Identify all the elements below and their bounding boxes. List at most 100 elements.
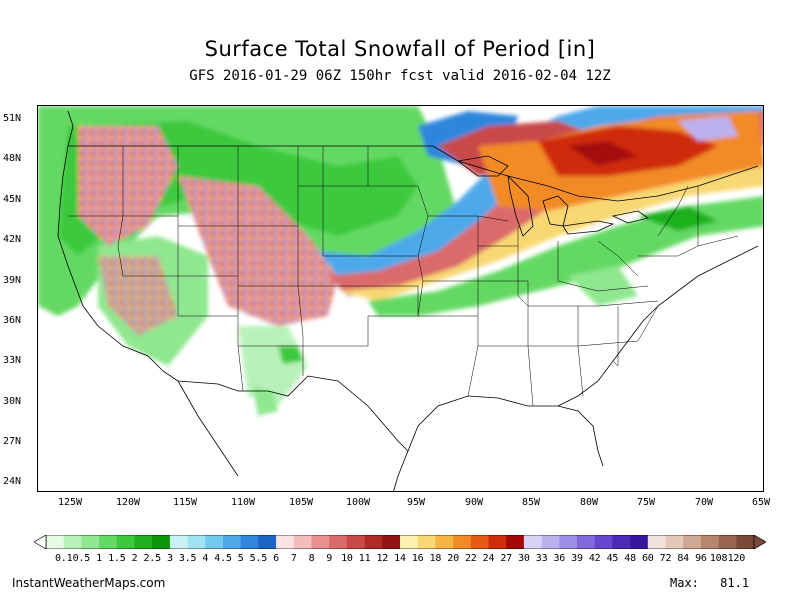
colorbar-tick-label: 36	[553, 553, 566, 564]
colorbar-swatch	[134, 535, 153, 549]
colorbar-swatch	[116, 535, 135, 549]
colorbar-tick-label: 27	[500, 553, 513, 564]
colorbar-tick-label: 3.5	[178, 553, 197, 564]
colorbar-tick-label: 48	[624, 553, 636, 564]
lat-label-48n: 48N	[3, 153, 22, 164]
colorbar-swatch	[169, 535, 188, 549]
lat-label-39n: 39N	[3, 275, 22, 286]
colorbar-swatch	[205, 535, 224, 549]
colorbar-tick-label: 8	[308, 553, 315, 564]
lon-label-85w: 85W	[521, 497, 541, 508]
colorbar-tick-label: 5.5	[249, 553, 268, 564]
colorbar-tick-label: 11	[358, 553, 371, 564]
max-value-readout: Max: 81.1	[670, 576, 749, 590]
colorbar-tick-label: 96	[695, 553, 707, 564]
lon-label-100w: 100W	[345, 497, 371, 508]
colorbar-tick-label: 4	[202, 553, 209, 564]
colorbar-swatch	[417, 535, 436, 549]
colorbar-swatch	[152, 535, 171, 549]
colorbar-tick-label: 42	[588, 553, 601, 564]
colorbar-max-arrow	[753, 535, 766, 549]
colorbar-tick-label: 18	[429, 553, 442, 564]
colorbar-swatch	[594, 535, 613, 549]
colorbar-tick-label: 20	[447, 553, 459, 564]
colorbar-swatch	[187, 535, 206, 549]
colorbar-tick-label: 60	[641, 553, 654, 564]
colorbar-tick-label: 24	[482, 553, 495, 564]
colorbar-swatch	[382, 535, 401, 549]
colorbar-tick-label: 4.5	[214, 553, 232, 564]
colorbar-tick-label: 1.5	[108, 553, 126, 564]
colorbar-tick-label: 9	[326, 553, 333, 564]
max-label: Max:	[670, 576, 699, 590]
colorbar-tick-label: 7	[290, 553, 297, 564]
lat-label-51n: 51N	[3, 113, 22, 124]
colorbar-swatch	[718, 535, 737, 549]
colorbar-tick-label: 2.5	[143, 553, 161, 564]
colorbar-tick-label: 84	[677, 553, 690, 564]
colorbar-tick-label: 10	[341, 553, 353, 564]
colorbar-swatch	[506, 535, 525, 549]
colorbar-tick-label: 3	[166, 553, 173, 564]
colorbar-swatch	[683, 535, 702, 549]
colorbar-tick-label: 33	[535, 553, 548, 564]
colorbar-tick-label: 6	[273, 553, 280, 564]
lon-label-105w: 105W	[288, 497, 314, 508]
lat-label-27n: 27N	[3, 436, 22, 447]
colorbar-swatches	[45, 535, 755, 549]
lat-label-42n: 42N	[3, 234, 22, 245]
map-canvas	[38, 106, 763, 491]
colorbar-swatch	[293, 535, 312, 549]
colorbar-swatch	[46, 535, 64, 549]
colorbar-tick-label: 2	[131, 553, 138, 564]
state-borders	[68, 146, 739, 407]
lat-label-33n: 33N	[3, 355, 22, 366]
colorbar-swatch	[665, 535, 684, 549]
map-subtitle: GFS 2016-01-29 06Z 150hr fcst valid 2016…	[189, 68, 611, 84]
lon-label-115w: 115W	[172, 497, 198, 508]
colorbar-tick-label: 72	[659, 553, 672, 564]
lat-label-45n: 45N	[3, 194, 22, 205]
site-credit: InstantWeatherMaps.com	[12, 576, 166, 590]
colorbar-swatch	[541, 535, 560, 549]
lon-label-90w: 90W	[464, 497, 484, 508]
max-value: 81.1	[720, 576, 750, 590]
lon-label-80w: 80W	[579, 497, 599, 508]
colorbar-labels: 0.1 0.5 1 1.5 2 2.5 3 3.5 4 4.5 5 5.5 6 7 8 9 10 11 12 14 16…	[46, 553, 758, 567]
colorbar-swatch	[240, 535, 259, 549]
lon-label-120w: 120W	[115, 497, 141, 508]
colorbar-swatch	[258, 535, 277, 549]
snowfall-map	[37, 105, 764, 492]
lat-label-36n: 36N	[3, 315, 22, 326]
colorbar-min-arrow	[34, 535, 47, 549]
lon-label-65w: 65W	[751, 497, 771, 508]
colorbar-tick-label: 16	[411, 553, 424, 564]
colorbar-swatch	[63, 535, 82, 549]
lon-label-110w: 110W	[230, 497, 256, 508]
colorbar-swatch	[523, 535, 542, 549]
colorbar-swatch	[612, 535, 631, 549]
political-borders	[57, 110, 759, 491]
colorbar-tick-label: 5	[237, 553, 244, 564]
snowfall-shading	[38, 106, 763, 416]
colorbar-swatch	[329, 535, 348, 549]
lon-label-70w: 70W	[694, 497, 714, 508]
colorbar-tick-label: 120	[727, 553, 746, 564]
lon-label-125w: 125W	[57, 497, 83, 508]
colorbar-tick-label: 12	[376, 553, 389, 564]
lon-label-95w: 95W	[406, 497, 426, 508]
lon-label-75w: 75W	[636, 497, 656, 508]
colorbar-swatch	[400, 535, 418, 549]
colorbar-swatch	[311, 535, 330, 549]
colorbar-swatch	[435, 535, 454, 549]
colorbar-swatch	[647, 535, 666, 549]
colorbar-swatch	[453, 535, 472, 549]
colorbar-swatch	[488, 535, 507, 549]
colorbar-tick-label: 108	[709, 553, 728, 564]
colorbar-swatch	[559, 535, 578, 549]
lat-label-24n: 24N	[3, 476, 22, 487]
colorbar-swatch	[577, 535, 595, 549]
map-title: Surface Total Snowfall of Period [in]	[204, 37, 596, 61]
colorbar-tick-label: 39	[571, 553, 583, 564]
colorbar-tick-label: 22	[464, 553, 477, 564]
